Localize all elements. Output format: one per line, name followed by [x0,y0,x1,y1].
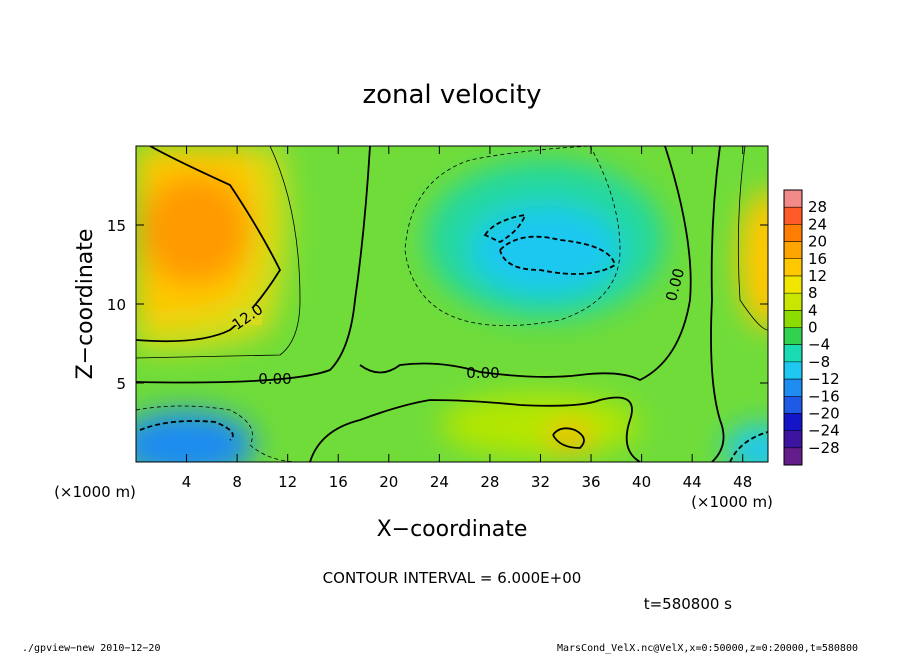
contour-zero-mid [359,146,692,382]
field-region-warm-lower [440,393,640,457]
footer-right: MarsCond_VelX.nc@VelX,x=0:50000,z=0:2000… [557,643,858,654]
colorbar-swatch [784,310,802,328]
contour-12-lower [552,427,585,449]
colorbar-label: 8 [808,284,818,302]
colorbar-swatch [784,379,802,397]
colorbar-label: −16 [808,387,840,405]
colorbar-label: −24 [808,422,840,440]
footer-left: ./gpview−new 2010−12−20 [22,643,160,654]
x-tick-label: 28 [480,473,499,491]
x-tick-label: 4 [182,473,192,491]
x-tick-label: 20 [379,473,398,491]
colorbar-label: 4 [808,301,818,319]
contour-interval-text: CONTOUR INTERVAL = 6.000E+00 [323,569,582,587]
y-axis-label: Z−coordinate [73,229,98,380]
x-tick-label: 36 [581,473,600,491]
contour-6-right [737,146,768,331]
field-max-left [140,175,250,285]
x-unit-label-left: (×1000 m) [54,483,136,501]
colorbar-swatch [784,344,802,363]
field-blobs [136,146,768,462]
contour-neg12-mid-small [483,213,527,244]
colorbar-label: 20 [808,233,827,251]
colorbar-swatch [784,190,802,208]
colorbar-label: −28 [808,439,840,457]
colorbar-label: 28 [808,198,827,216]
contour-label: 0.00 [258,370,291,388]
contour-zero-right [710,146,725,462]
x-tick-label: 24 [430,473,449,491]
colorbar-swatch [784,224,802,243]
contour-neg6-mid [404,146,621,326]
colorbar-swatch [784,413,802,432]
contour-zero-lower [309,396,641,462]
colorbar-swatch [784,293,802,311]
x-tick-label: 16 [329,473,348,491]
colorbar-swatch [784,447,802,466]
x-tick-label: 32 [531,473,550,491]
contour-neg6-lower-right [729,431,768,462]
contour-zero-upper [136,146,371,384]
time-text: t=580800 s [644,595,732,613]
colorbar-label: −8 [808,353,830,371]
x-ticks: 4 8 12 16 20 24 28 32 36 40 44 48 [182,146,752,491]
colorbar-label: −20 [808,404,840,422]
contour-label: 0.00 [466,364,499,382]
colorbar-label: 0 [808,319,818,337]
contour-neg12-mid [499,235,617,275]
x-tick-label: 8 [232,473,242,491]
contour-12-left [136,146,282,343]
colorbar-swatch [784,361,802,380]
colorbar-label: 12 [808,267,827,285]
colorbar-swatch [784,241,802,260]
contour-lines [136,146,768,462]
x-tick-label: 48 [733,473,752,491]
x-axis-label: X−coordinate [377,517,528,542]
y-ticks: 5 10 15 [107,217,768,393]
x-unit-label-right: (×1000 m) [691,493,773,511]
colorbar-swatch [784,327,802,346]
colorbar-swatch [784,430,802,449]
colorbar-swatch [784,207,802,225]
x-tick-label: 44 [683,473,702,491]
y-tick-label: 15 [107,217,126,235]
x-tick-label: 12 [278,473,297,491]
plot-area: 12.0 0.00 0.00 0.00 [136,146,768,462]
contour-neg6-lower-left [136,405,301,462]
colorbar-label: 24 [808,215,827,233]
colorbar-label: −12 [808,370,840,388]
contour-neg12-lower-left [139,420,234,441]
colorbar-swatch [784,258,802,277]
chart-title: zonal velocity [362,80,541,110]
colorbar-swatch [784,396,802,414]
contour-label-bg [232,308,262,325]
y-tick-label: 5 [116,375,126,393]
colorbar-label: −4 [808,336,830,354]
y-tick-label: 10 [107,296,126,314]
colorbar-swatch [784,275,802,294]
field-min-mid [470,205,620,295]
colorbar-label: 16 [808,250,827,268]
x-tick-label: 40 [632,473,651,491]
contour-6-left [136,146,301,359]
